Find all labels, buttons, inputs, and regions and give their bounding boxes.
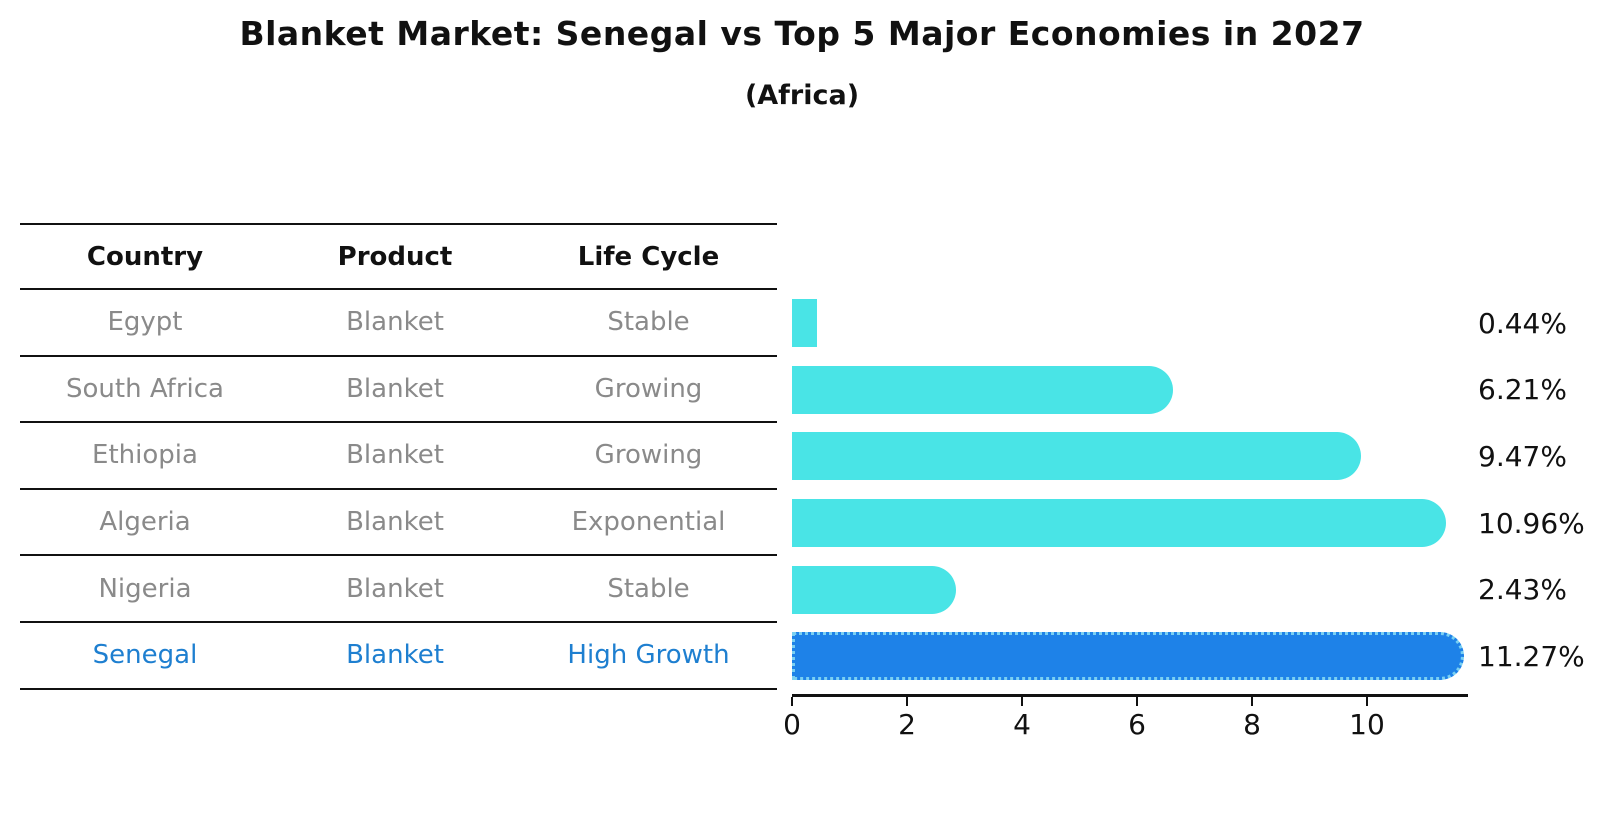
table-header-life-cycle: Life Cycle [577, 241, 720, 272]
table-row-nigeria: Nigeria Blanket Stable [20, 556, 777, 623]
table-row-south-africa: South Africa Blanket Growing [20, 357, 777, 424]
x-tick-4 [1021, 697, 1023, 706]
country-cell: Egypt [107, 307, 183, 338]
chart-subtitle: (Africa) [744, 80, 860, 111]
country-cell: Senegal [92, 640, 198, 671]
life-cycle-cell: Growing [594, 440, 703, 471]
bar-ethiopia [792, 432, 1361, 481]
life-cycle-cell: Exponential [571, 507, 726, 538]
x-tick-6 [1136, 697, 1138, 706]
bar-senegal [792, 632, 1465, 681]
product-cell: Blanket [346, 573, 444, 604]
x-tick-0 [791, 697, 793, 706]
country-cell: South Africa [66, 373, 224, 404]
product-cell: Blanket [346, 640, 444, 671]
bar-value-label: 9.47% [1478, 439, 1567, 473]
bar-row-south-africa: 6.21% [792, 357, 1604, 424]
table-header-product: Product [337, 241, 453, 272]
bar-row-ethiopia: 9.47% [792, 423, 1604, 490]
x-tick-label-0: 0 [783, 708, 801, 741]
country-cell: Algeria [99, 507, 191, 538]
x-tick-10 [1366, 697, 1368, 706]
table-row-algeria: Algeria Blanket Exponential [20, 490, 777, 557]
table-header-row: Country Product Life Cycle [20, 225, 777, 290]
bar-value-label: 2.43% [1478, 573, 1567, 607]
x-tick-2 [906, 697, 908, 706]
bar-algeria [792, 499, 1447, 548]
x-tick-label-8: 8 [1243, 708, 1261, 741]
bar-value-label: 11.27% [1478, 639, 1585, 673]
life-cycle-cell: Growing [594, 373, 703, 404]
product-cell: Blanket [346, 440, 444, 471]
x-tick-label-10: 10 [1349, 708, 1385, 741]
table-header-country: Country [86, 241, 204, 272]
bar-row-nigeria: 2.43% [792, 556, 1604, 623]
life-cycle-cell: Stable [607, 307, 690, 338]
bar-egypt [792, 299, 818, 348]
bar-south-africa [792, 365, 1174, 414]
bar-value-label: 6.21% [1478, 373, 1567, 407]
country-cell: Nigeria [98, 573, 192, 604]
table-row-ethiopia: Ethiopia Blanket Growing [20, 423, 777, 490]
x-tick-8 [1251, 697, 1253, 706]
bar-row-senegal: 11.27% [792, 623, 1604, 690]
product-cell: Blanket [346, 307, 444, 338]
table-row-egypt: Egypt Blanket Stable [20, 290, 777, 357]
x-tick-label-6: 6 [1128, 708, 1146, 741]
life-cycle-cell: Stable [607, 573, 690, 604]
table-body: Egypt Blanket Stable South Africa Blanket Gro… [20, 290, 777, 690]
life-cycle-cell: High Growth [567, 640, 730, 671]
chart-title: Blanket Market: Senegal vs Top 5 Major E… [239, 14, 1365, 53]
bar-row-egypt: 0.44% [792, 290, 1604, 357]
x-tick-label-2: 2 [898, 708, 916, 741]
bar-value-label: 0.44% [1478, 306, 1567, 340]
bar-nigeria [792, 565, 956, 614]
bar-value-label: 10.96% [1478, 506, 1585, 540]
product-cell: Blanket [346, 373, 444, 404]
product-cell: Blanket [346, 507, 444, 538]
x-tick-label-4: 4 [1013, 708, 1031, 741]
country-table: Country Product Life Cycle Egypt Blanket Sta… [20, 223, 777, 690]
table-row-senegal: Senegal Blanket High Growth [20, 623, 777, 690]
country-cell: Ethiopia [92, 440, 198, 471]
x-axis-line [792, 694, 1468, 697]
bar-row-algeria: 10.96% [792, 490, 1604, 557]
